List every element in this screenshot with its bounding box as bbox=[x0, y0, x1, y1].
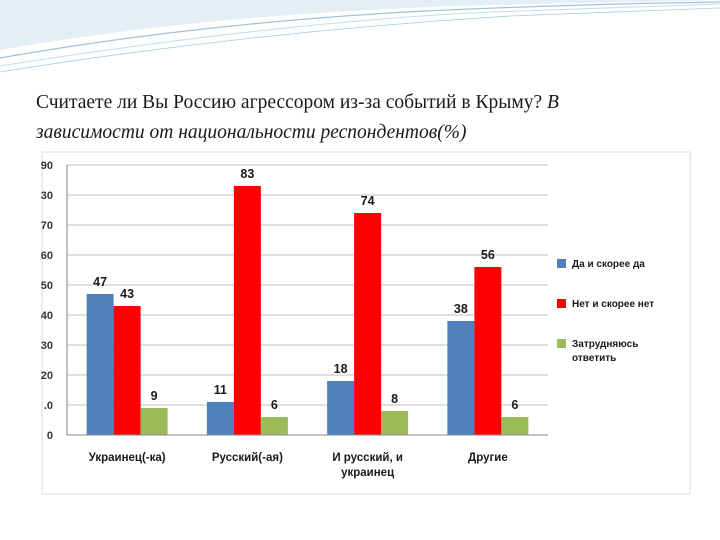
category-label: Русский(-ая) bbox=[212, 452, 283, 464]
bar-data-label: 9 bbox=[151, 389, 158, 403]
y-tick-label: 0 bbox=[47, 430, 53, 442]
bar-data-label: 8 bbox=[391, 392, 398, 406]
bar bbox=[447, 321, 474, 435]
bar bbox=[207, 402, 234, 435]
bar bbox=[261, 417, 288, 435]
bar bbox=[354, 213, 381, 435]
bar-data-label: 83 bbox=[240, 167, 254, 181]
y-tick-label: 30 bbox=[41, 190, 53, 202]
y-tick-label: 30 bbox=[41, 340, 53, 352]
bar bbox=[114, 306, 141, 435]
legend-label: Нет и скорее нет bbox=[572, 299, 654, 310]
y-tick-label: 50 bbox=[41, 280, 53, 292]
category-label: Другие bbox=[468, 452, 508, 464]
legend: Да и скорее да Нет и скорее нет Затрудняюс… bbox=[557, 259, 654, 364]
y-tick-label: 20 bbox=[41, 370, 53, 382]
bar bbox=[234, 186, 261, 435]
category-label: Украинец(-ка) bbox=[89, 452, 166, 464]
legend-swatch bbox=[557, 259, 566, 268]
category-label: И русский, и украинец bbox=[332, 452, 403, 479]
y-axis-ticks: 0 .0 20 30 40 50 60 70 30 90 bbox=[41, 160, 53, 442]
bar-data-label: 18 bbox=[334, 362, 348, 376]
legend-swatch bbox=[557, 299, 566, 308]
x-axis-labels: Украинец(-ка) Русский(-ая) И русский, и укр… bbox=[89, 452, 508, 479]
y-tick-label: 90 bbox=[41, 160, 53, 172]
bar bbox=[141, 408, 168, 435]
bar-data-label: 56 bbox=[481, 248, 495, 262]
bar-data-label: 6 bbox=[511, 398, 518, 412]
y-tick-label: .0 bbox=[44, 400, 53, 412]
bar bbox=[87, 294, 114, 435]
bar bbox=[474, 267, 501, 435]
bar bbox=[501, 417, 528, 435]
y-tick-label: 70 bbox=[41, 220, 53, 232]
bar-data-label: 11 bbox=[214, 383, 227, 397]
legend-swatch bbox=[557, 339, 566, 348]
bar bbox=[327, 381, 354, 435]
bar-data-label: 43 bbox=[120, 287, 134, 301]
legend-label: Затрудняюсь ответить bbox=[572, 339, 638, 364]
bar-data-label: 38 bbox=[454, 302, 468, 316]
bar-data-label: 47 bbox=[93, 275, 107, 289]
bar-data-label: 6 bbox=[271, 398, 278, 412]
bar-data-label: 74 bbox=[361, 194, 375, 208]
bar bbox=[381, 411, 408, 435]
legend-label: Да и скорее да bbox=[572, 259, 645, 270]
y-tick-label: 40 bbox=[41, 310, 53, 322]
y-tick-label: 60 bbox=[41, 250, 53, 262]
